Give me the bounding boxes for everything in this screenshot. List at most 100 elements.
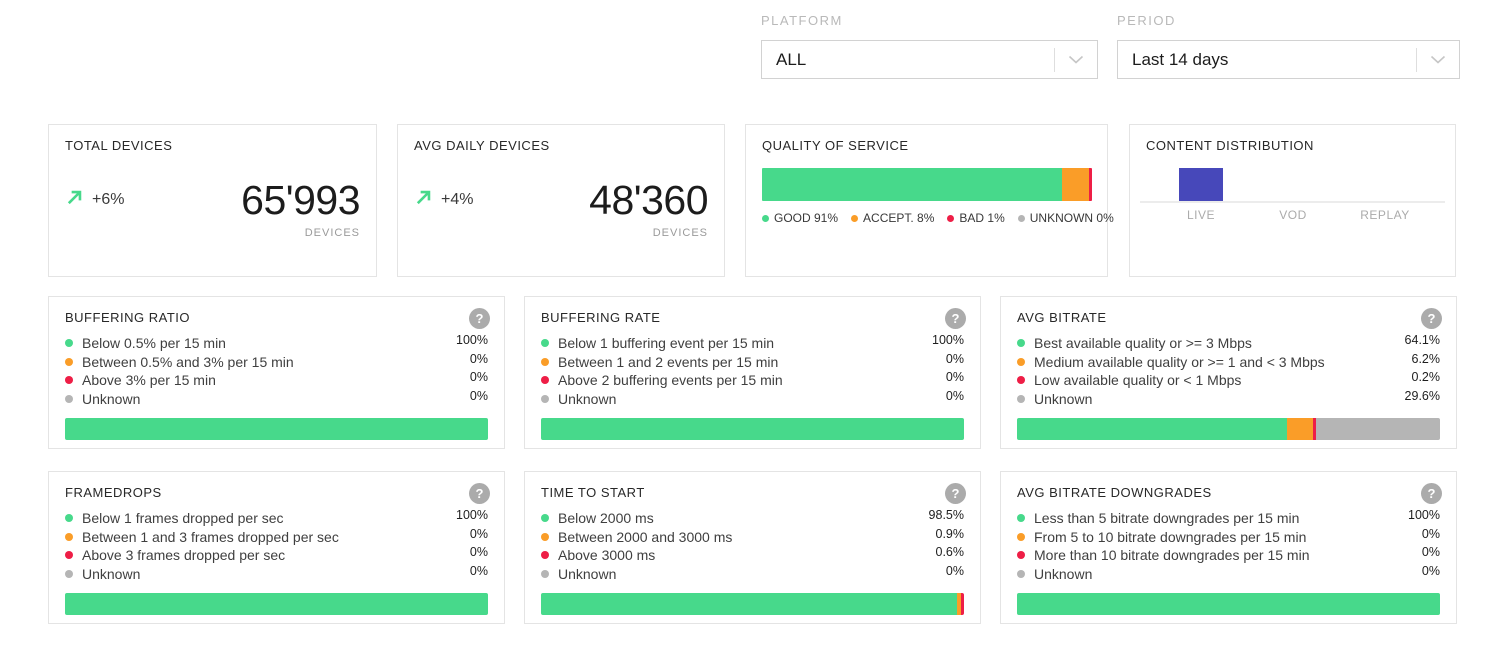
bar-segment-good xyxy=(541,593,958,615)
legend-value: 100% xyxy=(1408,508,1440,523)
help-icon[interactable]: ? xyxy=(1421,308,1442,329)
legend-label: Between 1 and 2 events per 15 min xyxy=(558,353,779,370)
platform-selected-value: ALL xyxy=(776,49,807,69)
qos-legend-text: GOOD 91% xyxy=(774,211,839,225)
legend-row: Below 2000 ms 98.5% xyxy=(541,508,964,528)
legend-dot-unknown xyxy=(65,394,73,403)
legend-row: Unknown 0% xyxy=(65,564,488,584)
help-icon[interactable]: ? xyxy=(469,308,490,329)
legend-value: 0.2% xyxy=(1411,370,1441,385)
avg-bitrate-card: AVG BITRATE ? Best available quality or … xyxy=(1000,296,1457,449)
content-distribution-labels: LIVE VOD REPLAY xyxy=(1155,208,1431,222)
kpi-unit: DEVICES xyxy=(652,227,708,239)
content-column-replay xyxy=(1339,168,1431,201)
time-to-start-card: TIME TO START ? Below 2000 ms 98.5% Betwee… xyxy=(524,471,981,624)
content-distribution-chart xyxy=(1155,168,1431,201)
metric-stacked-bar xyxy=(65,418,488,440)
help-icon[interactable]: ? xyxy=(1421,483,1442,504)
legend-label: Below 1 buffering event per 15 min xyxy=(558,335,775,352)
trend-up-icon xyxy=(414,188,433,212)
legend-value: 29.6% xyxy=(1404,388,1440,403)
bar-segment-bad xyxy=(1312,418,1316,440)
period-select[interactable]: Last 14 days xyxy=(1117,40,1460,79)
legend-value: 0% xyxy=(945,370,964,385)
legend-dot-bad xyxy=(541,551,549,560)
legend-value: 0.9% xyxy=(935,526,965,541)
legend-dot-bad xyxy=(541,376,549,385)
legend-label: Unknown xyxy=(558,390,617,407)
select-divider xyxy=(1054,47,1055,72)
avg-daily-devices-card: AVG DAILY DEVICES +4% 48'360 DEVICES xyxy=(397,124,725,277)
chevron-down-icon xyxy=(1417,55,1459,64)
content-column-live xyxy=(1155,168,1247,201)
legend-label: Unknown xyxy=(82,565,141,582)
legend-label: Best available quality or >= 3 Mbps xyxy=(1034,335,1252,352)
legend-label: Below 2000 ms xyxy=(558,510,654,527)
legend-value: 0% xyxy=(1421,545,1440,560)
legend-value: 0% xyxy=(469,388,488,403)
legend-dot-accept xyxy=(541,532,549,541)
bar-segment-good xyxy=(65,418,488,440)
legend-value: 64.1% xyxy=(1404,333,1440,348)
platform-select[interactable]: ALL xyxy=(761,40,1098,79)
metric-stacked-bar xyxy=(541,418,964,440)
kpi-value: 48'360 xyxy=(589,177,708,223)
legend-dot-accept xyxy=(65,532,73,541)
legend-label: Unknown xyxy=(558,565,617,582)
kpi-unit: DEVICES xyxy=(304,227,360,239)
legend-value: 100% xyxy=(456,508,488,523)
legend-label: Above 3 frames dropped per sec xyxy=(82,547,286,564)
period-filter: PERIOD Last 14 days xyxy=(1117,13,1460,79)
legend-label: Below 0.5% per 15 min xyxy=(82,335,226,352)
legend-value: 0% xyxy=(945,351,964,366)
legend-label: Low available quality or < 1 Mbps xyxy=(1034,372,1242,389)
legend-dot-accept xyxy=(541,357,549,366)
legend-label: Medium available quality or >= 1 and < 3… xyxy=(1034,353,1325,370)
trend-value: +4% xyxy=(441,191,474,208)
content-category-label: VOD xyxy=(1279,208,1307,222)
legend-row: Below 0.5% per 15 min 100% xyxy=(65,333,488,353)
card-title: BUFFERING RATIO xyxy=(65,310,190,325)
legend-dot-bad xyxy=(1017,551,1025,560)
legend-row: Unknown 0% xyxy=(1017,564,1440,584)
qos-legend-text: ACCEPT. 8% xyxy=(863,211,935,225)
legend-label: From 5 to 10 bitrate downgrades per 15 m… xyxy=(1034,528,1307,545)
legend-row: Less than 5 bitrate downgrades per 15 mi… xyxy=(1017,508,1440,528)
bar-segment-good xyxy=(541,418,964,440)
bar-segment-good xyxy=(762,168,1063,201)
legend-value: 0% xyxy=(469,545,488,560)
legend-dot-good xyxy=(541,514,549,523)
legend-dot-good xyxy=(65,339,73,348)
legend-dot-good xyxy=(541,339,549,348)
legend-label: Above 3% per 15 min xyxy=(82,372,216,389)
bar-segment-bad xyxy=(961,593,964,615)
legend-value: 0% xyxy=(1421,526,1440,541)
metric-stacked-bar xyxy=(65,593,488,615)
legend-label: Between 1 and 3 frames dropped per sec xyxy=(82,528,339,545)
legend-dot-unknown xyxy=(1017,569,1025,578)
qos-legend-item: UNKNOWN 0% xyxy=(1017,211,1114,225)
legend-row: Between 1 and 3 frames dropped per sec 0% xyxy=(65,527,488,547)
legend-row: Above 3000 ms 0.6% xyxy=(541,545,964,565)
legend-dot-bad xyxy=(65,376,73,385)
bar-segment-accept xyxy=(1286,418,1313,440)
legend-value: 6.2% xyxy=(1411,351,1441,366)
avg-bitrate-downgrades-card: AVG BITRATE DOWNGRADES ? Less than 5 bit… xyxy=(1000,471,1457,624)
buffering-ratio-card: BUFFERING RATIO ? Below 0.5% per 15 min 1… xyxy=(48,296,505,449)
bar-segment-accept xyxy=(1062,168,1089,201)
metric-stacked-bar xyxy=(1017,418,1440,440)
help-icon[interactable]: ? xyxy=(945,483,966,504)
legend-label: Unknown xyxy=(1034,565,1093,582)
legend-row: Unknown 0% xyxy=(65,388,488,409)
bar-segment-bad xyxy=(1088,168,1092,201)
help-icon[interactable]: ? xyxy=(469,483,490,504)
content-bar-live xyxy=(1179,168,1223,201)
metric-stacked-bar xyxy=(1017,593,1440,615)
legend-row: Low available quality or < 1 Mbps 0.2% xyxy=(1017,370,1441,390)
qos-legend-text: BAD 1% xyxy=(959,211,1005,225)
legend-row: Between 2000 and 3000 ms 0.9% xyxy=(541,526,965,547)
metric-legend: Best available quality or >= 3 Mbps 64.1%… xyxy=(1017,333,1441,408)
legend-row: Between 1 and 2 events per 15 min 0% xyxy=(541,351,964,372)
kpi-value: 65'993 xyxy=(241,177,360,223)
help-icon[interactable]: ? xyxy=(945,308,966,329)
